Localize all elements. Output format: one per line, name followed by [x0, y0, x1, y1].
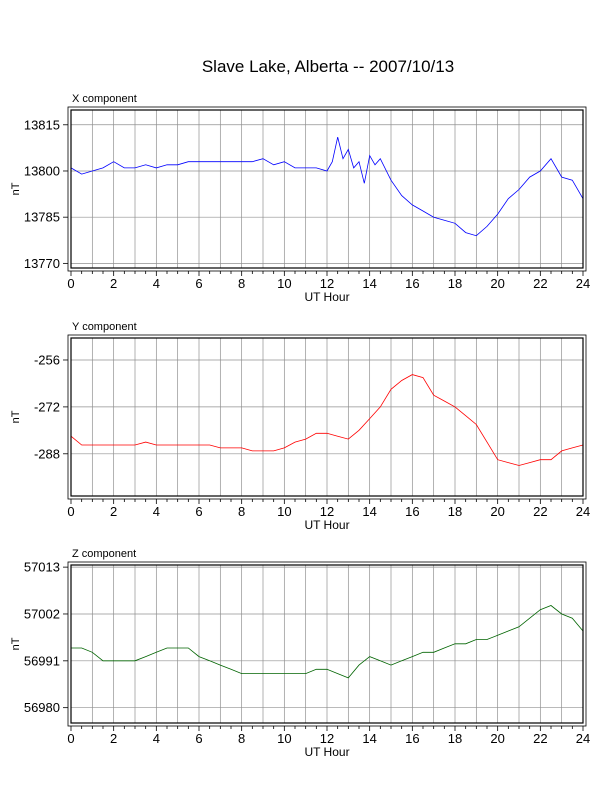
x-tick-label: 4 — [153, 504, 160, 519]
y-axis-label: nT — [10, 410, 22, 423]
plot-frame — [70, 109, 584, 269]
y-tick-label: 13800 — [24, 163, 60, 178]
x-tick-label: 16 — [405, 731, 419, 746]
y-tick-label: 56991 — [24, 653, 60, 668]
x-tick-label: 8 — [238, 504, 245, 519]
x-tick-label: 20 — [490, 276, 504, 291]
x-axis-label: UT Hour — [304, 518, 349, 532]
x-tick-label: 0 — [67, 276, 74, 291]
x-tick-label: 24 — [576, 504, 590, 519]
x-tick-label: 22 — [533, 731, 547, 746]
x-tick-label: 0 — [67, 731, 74, 746]
y-axis-label: nT — [10, 637, 22, 650]
plot-frame — [70, 564, 584, 724]
panel-subtitle: Z component — [72, 548, 136, 560]
x-axis-label: UT Hour — [304, 290, 349, 304]
y-tick-label: 57013 — [24, 560, 60, 575]
x-tick-label: 8 — [238, 731, 245, 746]
x-tick-label: 14 — [362, 731, 376, 746]
plot-frame — [70, 337, 584, 497]
y-tick-label: -288 — [34, 446, 60, 461]
series-line-y — [70, 374, 584, 466]
x-tick-label: 22 — [533, 504, 547, 519]
x-tick-label: 4 — [153, 276, 160, 291]
x-tick-label: 24 — [576, 731, 590, 746]
series-line-z — [71, 605, 584, 679]
x-tick-label: 2 — [110, 731, 117, 746]
x-tick-label: 10 — [277, 504, 291, 519]
x-tick-label: 14 — [362, 504, 376, 519]
x-tick-label: 4 — [153, 731, 160, 746]
y-tick-label: 13785 — [24, 210, 60, 225]
x-tick-label: 12 — [320, 504, 334, 519]
x-tick-label: 8 — [238, 276, 245, 291]
y-tick-label: 57002 — [24, 606, 60, 621]
x-tick-label: 10 — [277, 731, 291, 746]
x-tick-label: 20 — [490, 731, 504, 746]
x-tick-label: 16 — [405, 504, 419, 519]
x-tick-label: 16 — [405, 276, 419, 291]
series-line-x — [70, 137, 584, 237]
panel-subtitle: X component — [72, 93, 137, 105]
x-tick-label: 18 — [448, 276, 462, 291]
panel-subtitle: Y component — [72, 321, 137, 333]
y-tick-label: -272 — [34, 399, 60, 414]
x-tick-label: 0 — [67, 504, 74, 519]
x-tick-label: 24 — [576, 276, 590, 291]
x-tick-label: 2 — [110, 276, 117, 291]
y-axis-label: nT — [10, 182, 22, 195]
x-tick-label: 6 — [195, 276, 202, 291]
x-tick-label: 12 — [320, 731, 334, 746]
y-tick-label: -256 — [34, 352, 60, 367]
x-tick-label: 22 — [533, 276, 547, 291]
x-tick-label: 20 — [490, 504, 504, 519]
x-tick-label: 14 — [362, 276, 376, 291]
x-tick-label: 12 — [320, 276, 334, 291]
x-tick-label: 10 — [277, 276, 291, 291]
chart-title: Slave Lake, Alberta -- 2007/10/13 — [201, 57, 455, 76]
x-tick-label: 18 — [448, 504, 462, 519]
y-tick-label: 13770 — [24, 256, 60, 271]
x-axis-label: UT Hour — [304, 745, 349, 759]
x-tick-label: 6 — [195, 504, 202, 519]
x-tick-label: 18 — [448, 731, 462, 746]
y-tick-label: 13815 — [24, 117, 60, 132]
y-tick-label: 56980 — [24, 700, 60, 715]
x-tick-label: 6 — [195, 731, 202, 746]
x-tick-label: 2 — [110, 504, 117, 519]
